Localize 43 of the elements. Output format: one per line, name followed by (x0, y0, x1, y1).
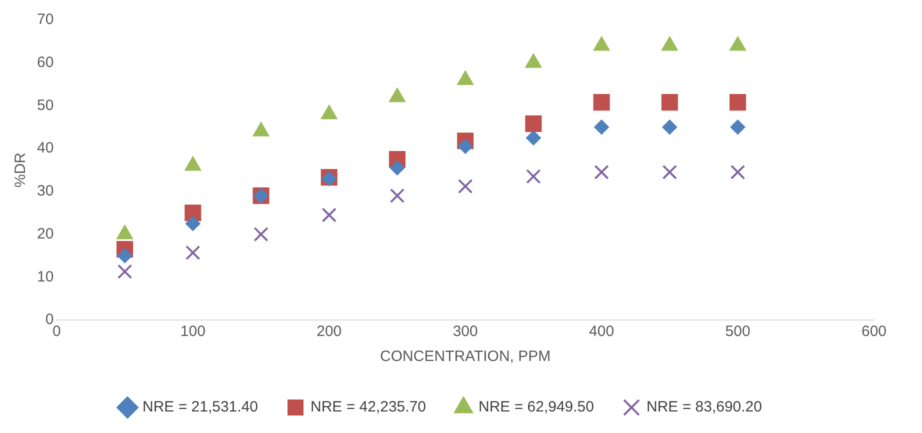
y-tick-label: 20 (36, 225, 54, 242)
point (185, 216, 200, 232)
point (322, 208, 336, 222)
point (730, 120, 746, 135)
x-tick-label: 100 (180, 323, 206, 340)
legend-label: NRE = 42,235.70 (310, 398, 426, 416)
point (662, 164, 678, 180)
point (117, 248, 132, 264)
legend-label: NRE = 83,690.20 (646, 398, 762, 416)
point (525, 115, 542, 132)
point (117, 264, 132, 279)
point (186, 245, 200, 260)
point (594, 164, 609, 180)
y-tick-label: 10 (36, 268, 54, 286)
x-tick-label: 600 (861, 323, 887, 340)
x-tick-label: 300 (452, 323, 478, 340)
y-axis-title: %DR (12, 152, 30, 188)
point (730, 164, 746, 180)
point (458, 178, 473, 194)
point (661, 94, 678, 111)
y-tick-label: 50 (36, 96, 54, 114)
point (390, 160, 405, 176)
y-tick-label: 70 (36, 11, 54, 28)
point (390, 188, 405, 204)
point (254, 226, 268, 242)
x-tick-label: 400 (589, 323, 614, 340)
y-tick-label: 60 (36, 54, 54, 71)
point (526, 169, 541, 184)
y-tick-label: 30 (36, 182, 54, 200)
point (526, 130, 541, 146)
point (594, 120, 610, 135)
x-tick-label: 200 (316, 323, 342, 340)
y-tick-label: 0 (45, 311, 54, 328)
x-axis-title: CONCENTRATION, PPM (380, 348, 551, 366)
legend-label: NRE = 62,949.50 (478, 398, 594, 416)
point (730, 94, 746, 111)
point (184, 204, 202, 222)
x-tick-label: 500 (725, 323, 750, 340)
y-tick-label: 40 (36, 140, 54, 157)
point (662, 120, 678, 135)
legend-label: NRE = 21,531.40 (142, 398, 258, 416)
point (458, 138, 473, 154)
point (593, 94, 610, 111)
